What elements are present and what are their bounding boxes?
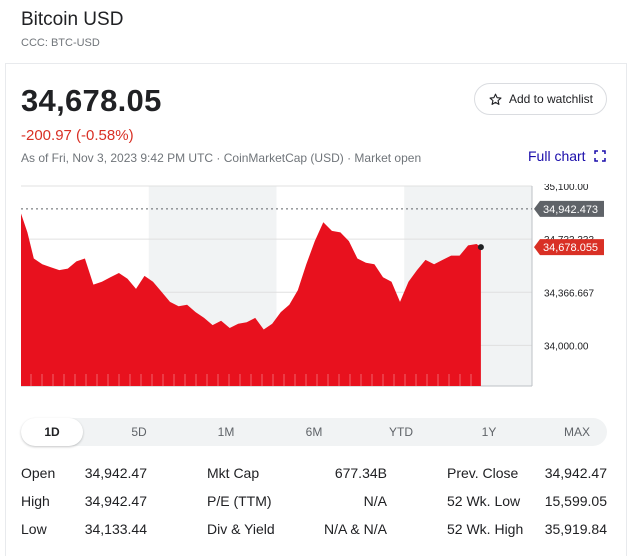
price-chart[interactable]: 35,100.0034,733.33334,366.66734,000.0012… — [21, 184, 621, 390]
y-tick-label: 34,000.00 — [544, 341, 589, 352]
y-tick-label: 34,366.667 — [544, 288, 594, 299]
price-area — [21, 213, 481, 386]
stat-value: 35,919.84 — [544, 521, 607, 537]
previous-close-tag: 34,942.473 — [534, 200, 604, 217]
stat-label: Div & Yield — [207, 521, 275, 537]
current-price-tag-text: 34,678.055 — [543, 242, 598, 254]
stat-label: 52 Wk. Low — [447, 493, 521, 509]
tab-1d[interactable]: 1D — [21, 418, 83, 446]
full-chart-link[interactable]: Full chart — [528, 148, 606, 164]
stat-label: High — [21, 493, 50, 509]
stat-label: Prev. Close — [447, 465, 519, 481]
stat-label: 52 Wk. High — [447, 521, 524, 537]
stat-value: 15,599.05 — [544, 493, 607, 509]
price-change: -200.97 (-0.58%) — [21, 127, 134, 144]
current-price-tag: 34,678.055 — [534, 239, 604, 256]
previous-close-tag-text: 34,942.473 — [543, 204, 598, 216]
add-to-watchlist-label: Add to watchlist — [508, 92, 594, 106]
tab-5d[interactable]: 5D — [131, 425, 147, 439]
stat-label: Low — [21, 521, 47, 537]
ticker-symbol: CCC: BTC-USD — [21, 37, 100, 49]
stat-value: N/A & N/A — [323, 521, 387, 537]
current-point — [477, 244, 484, 251]
add-to-watchlist-button[interactable]: Add to watchlist — [474, 83, 607, 115]
quote-card — [5, 63, 627, 556]
stat-label: Mkt Cap — [207, 465, 260, 481]
tab-max[interactable]: MAX — [563, 425, 590, 439]
range-tabs: 1D 5D 1M 6M YTD 1Y MAX — [21, 418, 607, 446]
star-icon — [489, 93, 502, 105]
full-chart-label: Full chart — [528, 148, 586, 164]
stat-value: N/A — [363, 493, 387, 509]
tab-ytd[interactable]: YTD — [389, 425, 413, 439]
stat-value: 34,942.47 — [84, 465, 147, 481]
stat-label: Open — [21, 465, 56, 481]
current-price: 34,678.05 — [21, 83, 162, 118]
stat-value: 677.34B — [334, 465, 387, 481]
tab-6m[interactable]: 6M — [305, 425, 323, 439]
expand-icon — [593, 150, 606, 162]
stat-value: 34,133.44 — [84, 521, 147, 537]
stat-value: 34,942.47 — [544, 465, 607, 481]
y-tick-label: 35,100.00 — [544, 184, 589, 193]
stat-label: P/E (TTM) — [207, 493, 272, 509]
stat-value: 34,942.47 — [84, 493, 147, 509]
tab-1m[interactable]: 1M — [217, 425, 235, 439]
tab-1y[interactable]: 1Y — [481, 425, 497, 439]
page-title: Bitcoin USD — [21, 9, 124, 30]
as-of-timestamp: As of Fri, Nov 3, 2023 9:42 PM UTC · Coi… — [21, 151, 422, 165]
